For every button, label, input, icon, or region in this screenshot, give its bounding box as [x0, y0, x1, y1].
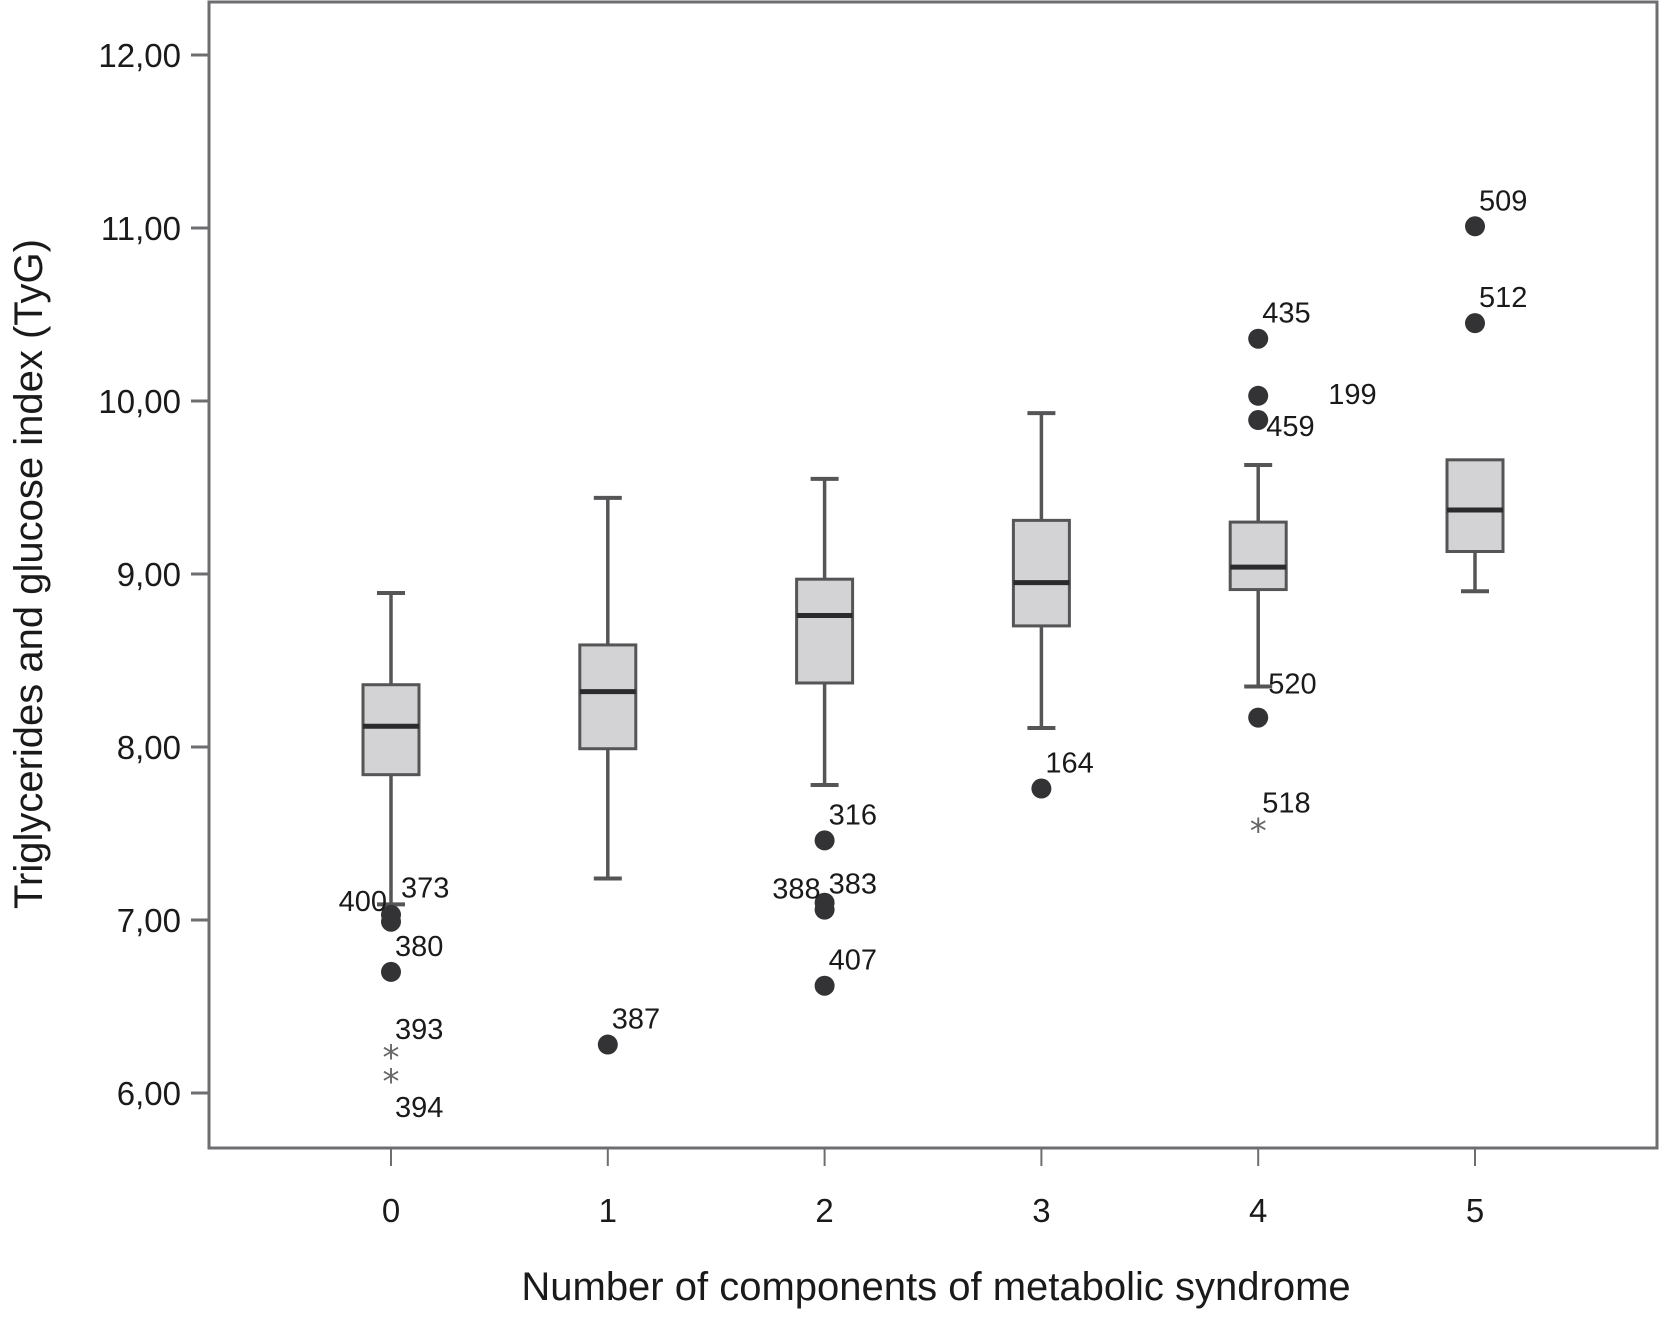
x-tick-label: 3	[1032, 1192, 1050, 1229]
outlier-label: 518	[1262, 787, 1310, 819]
y-axis: 6,00 7,00 8,00 9,00 10,00 11,00 12,00	[98, 37, 209, 1112]
y-axis-title: Triglycerides and glucose index (TyG)	[7, 239, 51, 909]
outlier-label: 373	[401, 873, 449, 905]
outlier-marker	[381, 961, 401, 982]
outlier-marker	[597, 1034, 618, 1055]
boxes-layer	[361, 411, 1505, 907]
iqr-box	[1445, 458, 1505, 554]
y-tick-label: 6,00	[117, 1075, 181, 1112]
x-tick-label: 5	[1466, 1192, 1484, 1229]
outlier-marker	[1248, 707, 1269, 728]
outlier-label: 407	[829, 945, 877, 977]
outlier-marker	[1248, 385, 1269, 406]
outlier-label: 380	[395, 931, 443, 963]
outlier-label: 199	[1328, 379, 1376, 411]
y-tick-label: 10,00	[98, 383, 181, 420]
outlier-label: 393	[395, 1014, 443, 1046]
box-group-5	[1445, 458, 1505, 594]
box-group-0	[361, 591, 421, 907]
outlier-marker	[381, 911, 401, 932]
iqr-box	[1011, 518, 1071, 628]
outlier-marker	[1248, 328, 1269, 349]
outlier-label: 388	[772, 874, 820, 906]
x-axis: 0 1 2 3 4 5	[382, 1148, 1484, 1229]
outlier-label: 383	[829, 869, 877, 901]
outlier-label: 435	[1262, 298, 1310, 330]
y-tick-label: 9,00	[117, 556, 181, 593]
outlier-marker	[1248, 410, 1269, 431]
outlier-marker	[814, 899, 835, 920]
x-tick-label: 2	[815, 1192, 833, 1229]
outlier-label: 394	[395, 1092, 443, 1124]
x-tick-label: 0	[382, 1192, 400, 1229]
iqr-box	[578, 643, 638, 751]
x-axis-title: Number of components of metabolic syndro…	[521, 1265, 1350, 1309]
y-tick-label: 12,00	[98, 37, 181, 74]
x-tick-label: 4	[1249, 1192, 1267, 1229]
outlier-label: 512	[1479, 282, 1527, 314]
outlier-marker	[814, 975, 835, 996]
box-group-2	[795, 476, 855, 788]
y-tick-label: 8,00	[117, 729, 181, 766]
extreme-outlier-marker: *	[1250, 811, 1267, 851]
outlier-label: 509	[1479, 185, 1527, 217]
box-group-1	[578, 495, 638, 881]
outlier-label: 164	[1045, 748, 1093, 780]
y-tick-label: 7,00	[117, 902, 181, 939]
plot-frame	[207, 0, 1659, 1150]
extreme-outlier-marker: *	[383, 1038, 400, 1078]
iqr-box	[1228, 520, 1288, 592]
outlier-label: 400	[339, 886, 387, 918]
outlier-marker	[814, 830, 835, 851]
y-tick-label: 11,00	[101, 210, 181, 247]
outlier-marker	[1465, 313, 1485, 334]
iqr-box	[361, 683, 421, 777]
x-tick-label: 1	[599, 1192, 617, 1229]
box-group-4	[1228, 463, 1288, 689]
iqr-box	[795, 577, 855, 685]
outlier-marker	[1031, 778, 1052, 799]
box-group-3	[1011, 411, 1071, 730]
outlier-label: 459	[1266, 411, 1314, 443]
extreme-outlier-marker: *	[383, 1062, 400, 1102]
outlier-label: 316	[829, 799, 877, 831]
outlier-marker	[1465, 216, 1485, 237]
outlier-label: 387	[612, 1004, 660, 1036]
outlier-label: 520	[1268, 669, 1316, 701]
